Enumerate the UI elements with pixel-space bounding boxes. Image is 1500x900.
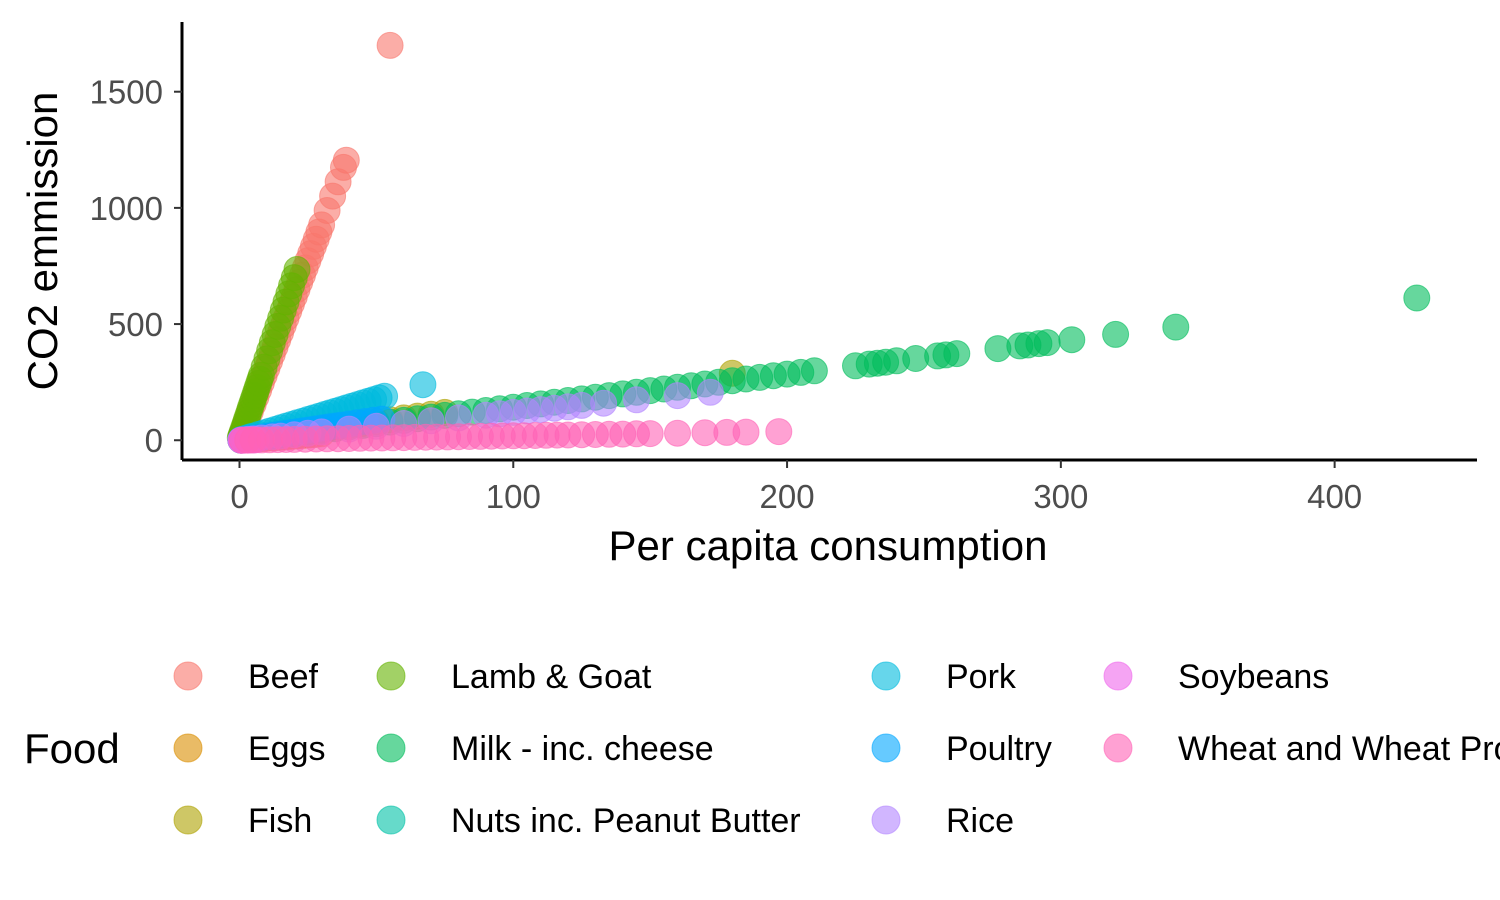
legend-swatch: [376, 733, 406, 763]
point-4-62: [1403, 284, 1431, 312]
legend-swatch: [871, 805, 901, 835]
legend-swatch: [1103, 733, 1133, 763]
legend-title: Food: [24, 725, 120, 772]
legend-label: Rice: [946, 802, 1014, 840]
legend-swatch: [1103, 661, 1133, 691]
point-4-61: [1162, 313, 1190, 341]
x-tick-label: 300: [1033, 478, 1088, 515]
legend-label: Poultry: [946, 730, 1052, 768]
legend-label: Eggs: [248, 730, 326, 768]
point-0-36: [376, 31, 404, 59]
legend-label: Pork: [946, 658, 1017, 696]
y-tick-label: 1000: [90, 190, 163, 227]
data-points: [226, 31, 1431, 454]
point-8-24: [623, 386, 650, 414]
legend-swatch: [173, 805, 203, 835]
x-tick-label: 0: [230, 478, 248, 515]
x-tick-label: 200: [760, 478, 815, 515]
x-tick-label: 100: [486, 478, 541, 515]
y-axis-title: CO2 emmission: [19, 92, 66, 391]
x-axis-ticks: 0 100 200 300 400: [230, 460, 1362, 515]
point-4-59: [1058, 326, 1086, 354]
legend-label: Lamb & Goat: [451, 658, 652, 696]
point-6-30: [409, 371, 437, 399]
point-10-38: [636, 420, 664, 448]
legend-swatch: [173, 733, 203, 763]
point-10-39: [664, 419, 691, 447]
y-tick-label: 1500: [90, 74, 163, 111]
point-8-26: [696, 378, 724, 406]
y-tick-label: 0: [145, 422, 163, 459]
legend-label: Beef: [248, 658, 318, 696]
point-8-25: [664, 382, 691, 410]
legend: Beef Eggs Fish Lamb & Goat Milk - inc. chees…: [173, 658, 1500, 840]
point-10-43: [765, 418, 793, 446]
legend-swatch: [173, 661, 203, 691]
point-4-60: [1102, 320, 1130, 348]
point-3-29: [283, 256, 311, 283]
legend-label: Soybeans: [1178, 658, 1329, 696]
legend-swatch: [871, 733, 901, 763]
legend-label: Milk - inc. cheese: [451, 730, 714, 768]
legend-label: Wheat and Wheat Products: [1178, 730, 1500, 768]
point-4-44: [800, 357, 828, 385]
point-0-35: [332, 146, 360, 174]
legend-swatch: [376, 805, 406, 835]
legend-label: Nuts inc. Peanut Butter: [451, 802, 801, 840]
x-tick-label: 400: [1307, 478, 1362, 515]
x-axis-title: Per capita consumption: [609, 522, 1048, 569]
point-10-42: [732, 418, 760, 446]
point-4-58: [1033, 329, 1061, 357]
legend-swatch: [376, 661, 406, 691]
y-tick-label: 500: [108, 306, 163, 343]
point-4-53: [943, 340, 971, 368]
legend-swatch: [871, 661, 901, 691]
y-axis-ticks: 0 500 1000 1500: [90, 74, 182, 459]
point-6-29: [371, 382, 399, 410]
legend-label: Fish: [248, 802, 312, 840]
point-8-23: [590, 389, 618, 417]
